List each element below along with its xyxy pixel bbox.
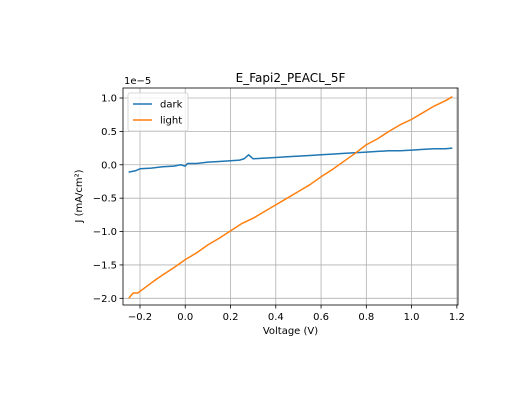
x-tick-label: 0.6 [313, 312, 329, 323]
series-line-light [128, 96, 453, 299]
x-tick-label: −0.2 [128, 312, 152, 323]
y-scale-offset-label: 1e−5 [124, 76, 151, 87]
grid-lines [123, 88, 458, 305]
axis-ticks: −0.2 0.0 0.2 0.4 0.6 0.8 1.0 1.2 −2.0 −1.5 −1.0 −0.… [93, 94, 465, 323]
y-tick-label: 0.0 [101, 160, 117, 171]
legend-label-dark: dark [160, 100, 183, 111]
legend: dark light [127, 92, 189, 132]
y-tick-label: −1.0 [93, 227, 117, 238]
series-layer [128, 96, 453, 299]
x-tick-label: 0.0 [177, 312, 193, 323]
y-tick-label: 1.0 [101, 94, 117, 105]
chart-title: E_Fapi2_PEACL_5F [236, 71, 346, 85]
legend-box [127, 92, 189, 132]
x-tick-label: 0.4 [268, 312, 284, 323]
y-tick-label: −0.5 [93, 194, 117, 205]
x-tick-label: 1.2 [449, 312, 465, 323]
y-tick-label: −2.0 [93, 294, 117, 305]
x-tick-label: 0.2 [223, 312, 239, 323]
plot-frame [122, 87, 459, 306]
y-axis-label: J (mA/cm²) [74, 169, 85, 223]
x-axis-label: Voltage (V) [263, 326, 318, 337]
x-tick-label: 0.8 [358, 312, 374, 323]
series-line-dark [128, 147, 453, 173]
y-tick-label: 0.5 [101, 127, 117, 138]
x-tick-label: 1.0 [404, 312, 420, 323]
legend-label-light: light [160, 116, 182, 127]
y-tick-label: −1.5 [93, 260, 117, 271]
